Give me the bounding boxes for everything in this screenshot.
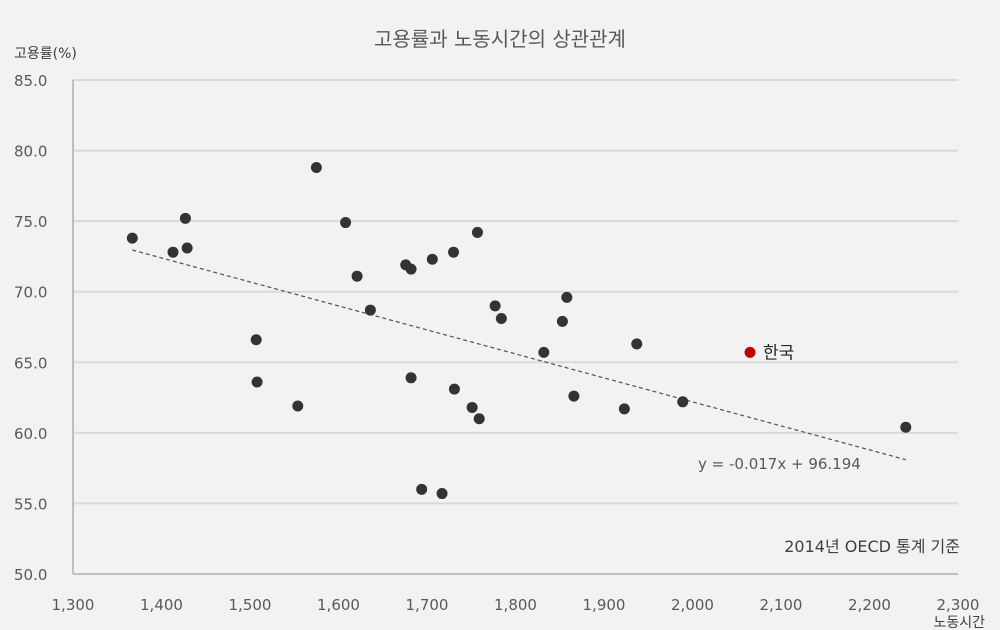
x-axis-title: 노동시간: [933, 615, 985, 630]
data-point: [310, 162, 322, 174]
x-tick-label: 1,300: [52, 596, 95, 614]
korea-point: [744, 346, 756, 358]
data-point: [561, 291, 573, 303]
y-tick-label: 50.0: [14, 566, 47, 584]
data-point: [900, 421, 912, 433]
y-axis-ticks: 85.0 80.0 75.0 70.0 65.0 60.0 55.0 50.0: [14, 72, 47, 584]
x-tick-label: 1,500: [229, 596, 272, 614]
korea-label: 한국: [763, 343, 794, 363]
x-axis-ticks: 1,300 1,400 1,500 1,600 1,700 1,800 1,900 2,000…: [52, 596, 980, 614]
data-point: [448, 383, 460, 395]
data-point: [340, 217, 352, 229]
trendline-equation: y = -0.017x + 96.194: [698, 455, 861, 473]
data-point: [538, 346, 550, 358]
data-point: [677, 396, 689, 408]
data-point: [250, 334, 262, 346]
data-point: [426, 253, 438, 265]
data-point: [167, 246, 179, 258]
y-tick-label: 55.0: [14, 495, 47, 513]
data-point: [568, 390, 580, 402]
x-tick-label: 1,700: [406, 596, 449, 614]
data-point: [436, 488, 448, 500]
x-tick-label: 1,400: [140, 596, 183, 614]
x-tick-label: 1,900: [583, 596, 626, 614]
x-tick-label: 2,000: [671, 596, 714, 614]
data-point: [126, 232, 138, 244]
source-note: 2014년 OECD 통계 기준: [784, 537, 960, 556]
y-tick-label: 85.0: [14, 72, 47, 90]
data-point: [179, 212, 191, 224]
data-point: [473, 413, 485, 425]
data-point: [364, 304, 376, 316]
data-point: [489, 300, 501, 312]
data-points: [126, 162, 912, 500]
chart-title: 고용률과 노동시간의 상관관계: [374, 27, 626, 51]
data-point: [466, 401, 478, 413]
y-tick-label: 65.0: [14, 354, 47, 372]
data-point: [631, 338, 643, 350]
data-point: [448, 246, 460, 258]
y-axis-title: 고용률(%): [14, 46, 77, 62]
data-point: [405, 372, 417, 384]
x-tick-label: 2,300: [937, 596, 980, 614]
x-tick-label: 1,600: [317, 596, 360, 614]
y-tick-label: 75.0: [14, 213, 47, 231]
data-point: [292, 400, 304, 412]
trendline: [132, 249, 906, 461]
data-point: [351, 270, 363, 282]
x-tick-label: 1,800: [494, 596, 537, 614]
data-point: [416, 483, 428, 495]
data-point: [181, 242, 193, 254]
data-point: [495, 313, 507, 325]
data-point: [556, 315, 568, 327]
gridlines: [72, 79, 958, 575]
x-tick-label: 2,100: [760, 596, 803, 614]
y-tick-label: 80.0: [14, 143, 47, 161]
data-point: [251, 376, 263, 388]
data-point: [471, 226, 483, 238]
x-tick-label: 2,200: [848, 596, 891, 614]
y-tick-label: 70.0: [14, 284, 47, 302]
data-point: [405, 263, 417, 275]
y-tick-label: 60.0: [14, 425, 47, 443]
data-point: [618, 403, 630, 415]
